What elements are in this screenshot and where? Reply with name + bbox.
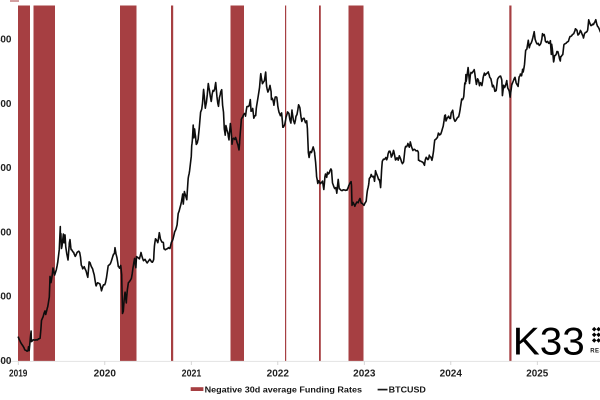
- svg-text:Negative 30d average Funding R: Negative 30d average Funding Rates: [205, 385, 363, 394]
- svg-text:51,200: 51,200: [0, 99, 12, 110]
- svg-text:2023: 2023: [353, 369, 376, 380]
- svg-text:K33: K33: [513, 320, 585, 363]
- svg-text:2021: 2021: [182, 369, 202, 380]
- svg-text:2022: 2022: [267, 369, 290, 380]
- svg-text:3,200: 3,200: [0, 356, 12, 367]
- svg-text:2025: 2025: [526, 369, 548, 380]
- svg-text:2020: 2020: [94, 369, 117, 380]
- svg-text:25,600: 25,600: [0, 163, 12, 174]
- svg-text:RESEARCH: RESEARCH: [590, 349, 600, 355]
- svg-text:102,400: 102,400: [0, 35, 12, 46]
- svg-text:12,800: 12,800: [0, 227, 12, 238]
- svg-text:BTCUSD: BTCUSD: [389, 385, 426, 394]
- svg-text:2024: 2024: [440, 369, 463, 380]
- svg-text:2019: 2019: [9, 369, 28, 380]
- svg-text:6,400: 6,400: [0, 292, 12, 303]
